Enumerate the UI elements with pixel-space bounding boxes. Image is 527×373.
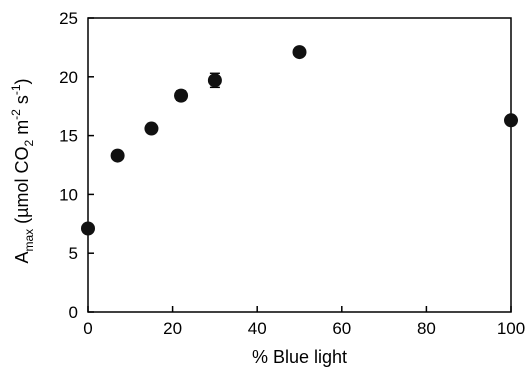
data-point-1 xyxy=(110,148,125,163)
y-axis-label-part-2: (µmol CO xyxy=(12,146,32,228)
y-axis-label-part-4: m xyxy=(12,120,32,140)
data-point-4 xyxy=(207,72,222,89)
marker-2 xyxy=(144,121,159,136)
y-axis-label: Amax (µmol CO2 m-2 s-1) xyxy=(9,78,36,263)
x-tick-label-80: 80 xyxy=(417,319,436,338)
marker-6 xyxy=(504,113,518,128)
y-axis-label-part-5: -2 xyxy=(9,109,23,120)
y-axis-label-part-7: -1 xyxy=(9,84,23,95)
y-tick-label-5: 5 xyxy=(69,244,78,263)
y-tick-label-0: 0 xyxy=(69,303,78,322)
data-points xyxy=(81,45,518,236)
marker-1 xyxy=(110,148,125,163)
x-tick-label-0: 0 xyxy=(83,319,92,338)
marker-5 xyxy=(292,45,307,60)
y-axis-label-part-3: 2 xyxy=(22,139,36,146)
data-point-2 xyxy=(144,121,159,136)
y-axis-label-part-6: s xyxy=(12,95,32,109)
marker-0 xyxy=(81,221,95,236)
y-axis-label-part-1: max xyxy=(22,229,36,252)
y-tick-label-10: 10 xyxy=(59,185,78,204)
y-tick-label-25: 25 xyxy=(59,9,78,28)
y-axis-label-part-0: A xyxy=(12,252,32,264)
x-tick-label-20: 20 xyxy=(163,319,182,338)
x-tick-label-100: 100 xyxy=(497,319,525,338)
marker-3 xyxy=(174,88,189,103)
y-tick-label-20: 20 xyxy=(59,68,78,87)
y-axis-label-part-8: ) xyxy=(12,78,32,84)
x-axis-label: % Blue light xyxy=(252,347,347,367)
data-point-6 xyxy=(504,113,518,128)
marker-4 xyxy=(207,73,222,88)
data-point-3 xyxy=(174,88,189,103)
y-tick-label-15: 15 xyxy=(59,127,78,146)
x-tick-label-60: 60 xyxy=(332,319,351,338)
data-point-5 xyxy=(292,45,307,60)
x-tick-label-40: 40 xyxy=(248,319,267,338)
y-axis: 0 5 10 15 20 25 xyxy=(59,9,94,322)
data-point-0 xyxy=(81,221,95,236)
plot-frame xyxy=(87,17,512,313)
x-axis: 0 20 40 60 80 100 xyxy=(83,306,525,338)
